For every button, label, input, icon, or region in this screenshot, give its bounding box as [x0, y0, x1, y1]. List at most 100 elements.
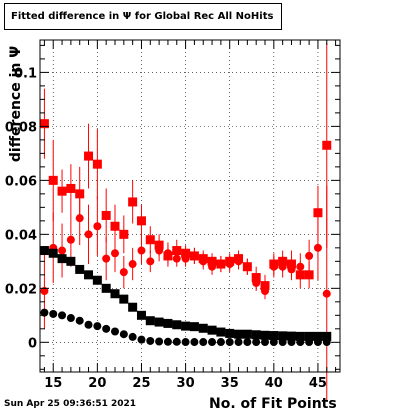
data-point-circle — [111, 327, 119, 336]
data-point-circle — [128, 260, 137, 269]
data-point-square — [66, 183, 76, 193]
data-point-square — [84, 151, 94, 161]
data-point-square — [84, 270, 94, 280]
data-point-square — [110, 289, 120, 299]
data-point-square — [110, 221, 120, 231]
data-point-square — [304, 331, 314, 341]
data-point-circle — [66, 235, 75, 244]
data-point-circle — [208, 262, 217, 271]
data-point-square — [198, 323, 208, 333]
x-tick-label: 25 — [132, 376, 150, 391]
data-point-circle — [84, 320, 93, 329]
x-tick-label: 30 — [177, 376, 195, 391]
data-point-square — [251, 330, 261, 340]
data-point-circle — [155, 246, 164, 255]
data-point-circle — [146, 257, 155, 266]
data-point-circle — [146, 336, 155, 345]
data-point-circle — [199, 338, 208, 347]
data-point-square — [101, 283, 111, 293]
y-tick-label: 0.04 — [5, 228, 37, 243]
data-point-circle — [40, 287, 49, 296]
data-point-square — [92, 275, 102, 285]
data-point-square — [207, 325, 217, 335]
data-point-circle — [93, 322, 102, 331]
x-axis-title: No. of Fit Points — [209, 396, 337, 412]
data-point-circle — [66, 314, 75, 323]
series-1 — [40, 185, 331, 402]
data-point-circle — [93, 222, 102, 231]
data-point-circle — [58, 246, 67, 255]
data-point-circle — [216, 260, 225, 269]
y-tick-label: 0.06 — [5, 174, 37, 189]
data-point-square — [181, 321, 191, 331]
data-point-circle — [190, 251, 199, 260]
data-point-square — [119, 294, 129, 304]
data-point-square — [313, 331, 323, 341]
data-point-circle — [225, 260, 234, 269]
data-point-circle — [111, 249, 119, 258]
data-point-square — [48, 175, 58, 185]
data-point-square — [48, 248, 58, 258]
data-point-circle — [137, 335, 146, 344]
chart-title: Fitted difference in Ψ for Global Rec Al… — [4, 3, 282, 30]
data-point-circle — [234, 338, 243, 347]
data-point-circle — [269, 338, 278, 347]
data-point-square — [163, 318, 173, 328]
data-point-square — [145, 316, 155, 326]
data-point-square — [216, 327, 226, 337]
data-point-circle — [322, 289, 331, 298]
data-point-circle — [75, 214, 84, 223]
data-point-circle — [172, 254, 181, 263]
data-point-circle — [278, 338, 287, 347]
data-point-square — [57, 254, 67, 264]
data-point-circle — [119, 268, 128, 277]
data-point-square — [75, 264, 85, 274]
x-tick-label: 20 — [88, 376, 106, 391]
data-point-circle — [313, 243, 322, 252]
y-tick-label: 0.08 — [5, 120, 37, 135]
data-point-circle — [102, 324, 111, 333]
data-point-square — [295, 331, 305, 341]
data-point-square — [322, 140, 332, 150]
data-point-circle — [172, 337, 181, 346]
data-point-circle — [49, 309, 58, 318]
data-point-circle — [128, 332, 137, 341]
data-point-square — [101, 210, 111, 220]
data-point-circle — [243, 262, 252, 271]
data-point-circle — [322, 338, 331, 347]
data-point-circle — [163, 249, 172, 258]
data-point-circle — [216, 338, 225, 347]
x-tick-label: 35 — [221, 376, 239, 391]
data-point-square — [66, 256, 76, 266]
data-point-circle — [225, 338, 234, 347]
data-point-circle — [163, 337, 172, 346]
plot-frame — [39, 39, 341, 373]
data-point-square — [260, 330, 270, 340]
data-marks — [39, 42, 332, 402]
data-point-circle — [287, 338, 296, 347]
data-point-square — [39, 119, 49, 129]
data-point-circle — [261, 338, 269, 347]
data-point-square — [225, 328, 235, 338]
y-tick-label: 0 — [28, 336, 37, 351]
timestamp: Sun Apr 25 09:36:51 2021 — [4, 399, 137, 409]
data-point-square — [57, 186, 67, 196]
data-point-circle — [137, 246, 146, 255]
data-point-circle — [119, 330, 128, 339]
data-point-square — [189, 322, 199, 332]
data-point-circle — [40, 308, 49, 317]
data-point-circle — [234, 257, 243, 266]
data-point-circle — [287, 265, 296, 274]
data-point-circle — [190, 338, 199, 347]
data-point-square — [172, 320, 182, 330]
data-point-circle — [296, 338, 305, 347]
data-point-circle — [102, 254, 111, 263]
data-point-circle — [313, 338, 322, 347]
data-point-circle — [181, 338, 190, 347]
y-axis-title: difference in Ψ — [8, 46, 24, 162]
data-point-circle — [261, 287, 269, 296]
data-point-circle — [155, 337, 164, 346]
data-point-circle — [305, 338, 314, 347]
y-tick-label: 0.02 — [5, 282, 37, 297]
